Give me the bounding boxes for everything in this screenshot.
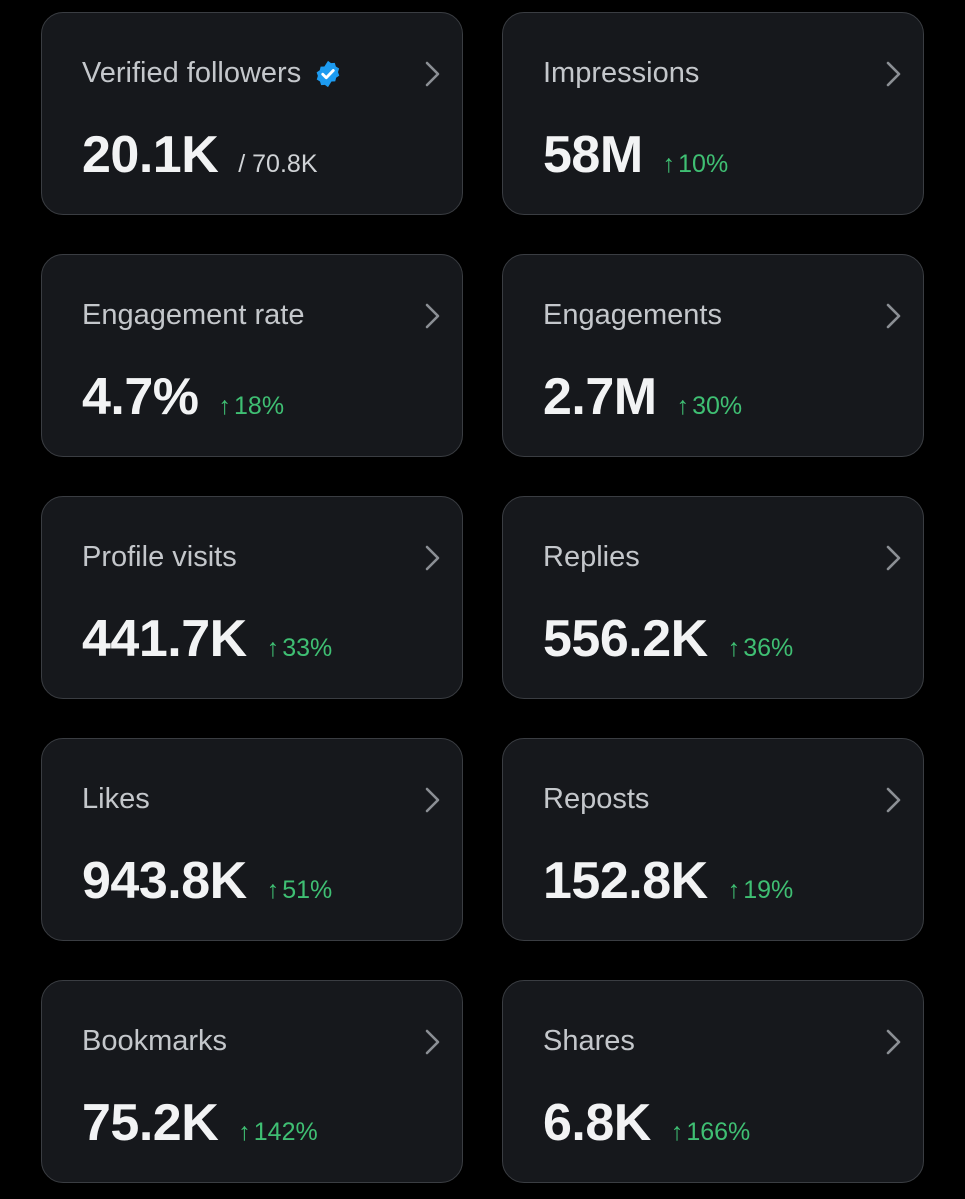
card-impressions[interactable]: Impressions 58M ↑ 10% [502,12,924,215]
chevron-right-icon[interactable] [422,785,444,815]
arrow-up-icon: ↑ [727,876,741,904]
card-verified-followers[interactable]: Verified followers 20.1K / 70.8K [41,12,463,215]
card-value: 943.8K [82,852,247,910]
chevron-right-icon[interactable] [422,59,444,89]
card-label-row: Profile visits [82,541,237,574]
card-label-row: Bookmarks [82,1025,227,1058]
change-indicator: ↑ 33% [267,634,333,663]
arrow-up-icon: ↑ [662,150,676,178]
arrow-up-icon: ↑ [727,634,741,662]
verified-badge-icon [316,60,340,87]
card-likes[interactable]: Likes 943.8K ↑ 51% [41,738,463,941]
card-bookmarks[interactable]: Bookmarks 75.2K ↑ 142% [41,980,463,1183]
card-label-row: Shares [543,1025,635,1058]
change-indicator: ↑ 142% [238,1118,317,1147]
arrow-up-icon: ↑ [266,876,280,904]
chevron-right-icon[interactable] [883,301,905,331]
change-indicator: ↑ 166% [671,1118,750,1147]
value-row: 58M ↑ 10% [543,125,728,185]
card-total: / 70.8K [238,150,318,178]
card-label: Engagement rate [82,299,305,331]
value-row: 556.2K ↑ 36% [543,609,793,669]
change-percent: 18% [234,392,285,420]
card-label: Bookmarks [82,1025,228,1057]
card-reposts[interactable]: Reposts 152.8K ↑ 19% [502,738,924,941]
chevron-right-icon[interactable] [422,301,444,331]
change-indicator: ↑ 30% [677,392,743,421]
chevron-right-icon[interactable] [883,1027,905,1057]
arrow-up-icon: ↑ [238,1118,251,1146]
arrow-up-icon: ↑ [676,392,690,420]
change-percent: 10% [678,150,729,178]
card-label: Engagements [543,299,722,331]
change-percent: 166% [686,1118,751,1146]
card-engagement-rate[interactable]: Engagement rate 4.7% ↑ 18% [41,254,463,457]
card-label-row: Engagements [543,299,722,332]
card-shares[interactable]: Shares 6.8K ↑ 166% [502,980,924,1183]
chevron-right-icon[interactable] [422,543,444,573]
value-row: 75.2K ↑ 142% [82,1093,318,1153]
card-value: 58M [543,126,643,184]
card-profile-visits[interactable]: Profile visits 441.7K ↑ 33% [41,496,463,699]
change-percent: 30% [692,392,743,420]
value-row: 2.7M ↑ 30% [543,367,742,427]
card-label: Verified followers [82,57,302,89]
card-replies[interactable]: Replies 556.2K ↑ 36% [502,496,924,699]
value-row: 441.7K ↑ 33% [82,609,332,669]
value-row: 152.8K ↑ 19% [543,851,793,911]
card-label-row: Reposts [543,783,649,816]
arrow-up-icon: ↑ [266,634,280,662]
value-row: 20.1K / 70.8K [82,125,318,185]
card-value: 556.2K [543,610,708,668]
change-percent: 19% [743,876,794,904]
card-label: Impressions [543,57,700,89]
card-value: 20.1K [82,126,219,184]
chevron-right-icon[interactable] [883,543,905,573]
card-label: Likes [82,783,150,815]
chevron-right-icon[interactable] [883,785,905,815]
card-label-row: Impressions [543,57,699,90]
change-indicator: ↑ 19% [728,876,794,905]
card-value: 4.7% [82,368,199,426]
change-percent: 142% [253,1118,318,1146]
change-indicator: ↑ 18% [219,392,285,421]
value-row: 6.8K ↑ 166% [543,1093,750,1153]
change-indicator: ↑ 36% [728,634,794,663]
change-indicator: ↑ 51% [267,876,333,905]
change-percent: 33% [282,634,333,662]
arrow-up-icon: ↑ [670,1118,684,1146]
arrow-up-icon: ↑ [218,392,232,420]
value-row: 4.7% ↑ 18% [82,367,284,427]
card-label: Replies [543,541,640,573]
card-value: 6.8K [543,1094,651,1152]
chevron-right-icon[interactable] [883,59,905,89]
card-value: 152.8K [543,852,708,910]
change-indicator: ↑ 10% [663,150,729,179]
chevron-right-icon[interactable] [422,1027,444,1057]
card-label-row: Verified followers [82,57,343,90]
change-percent: 36% [743,634,794,662]
card-label-row: Engagement rate [82,299,304,332]
change-percent: 51% [282,876,333,904]
analytics-grid: Verified followers 20.1K / 70.8K Impress… [41,12,924,1183]
card-label-row: Likes [82,783,150,816]
value-row: 943.8K ↑ 51% [82,851,332,911]
card-label: Shares [543,1025,635,1057]
card-label: Reposts [543,783,650,815]
card-value: 441.7K [82,610,247,668]
card-value: 2.7M [543,368,657,426]
card-value: 75.2K [82,1094,219,1152]
card-engagements[interactable]: Engagements 2.7M ↑ 30% [502,254,924,457]
card-label: Profile visits [82,541,237,573]
card-label-row: Replies [543,541,640,574]
